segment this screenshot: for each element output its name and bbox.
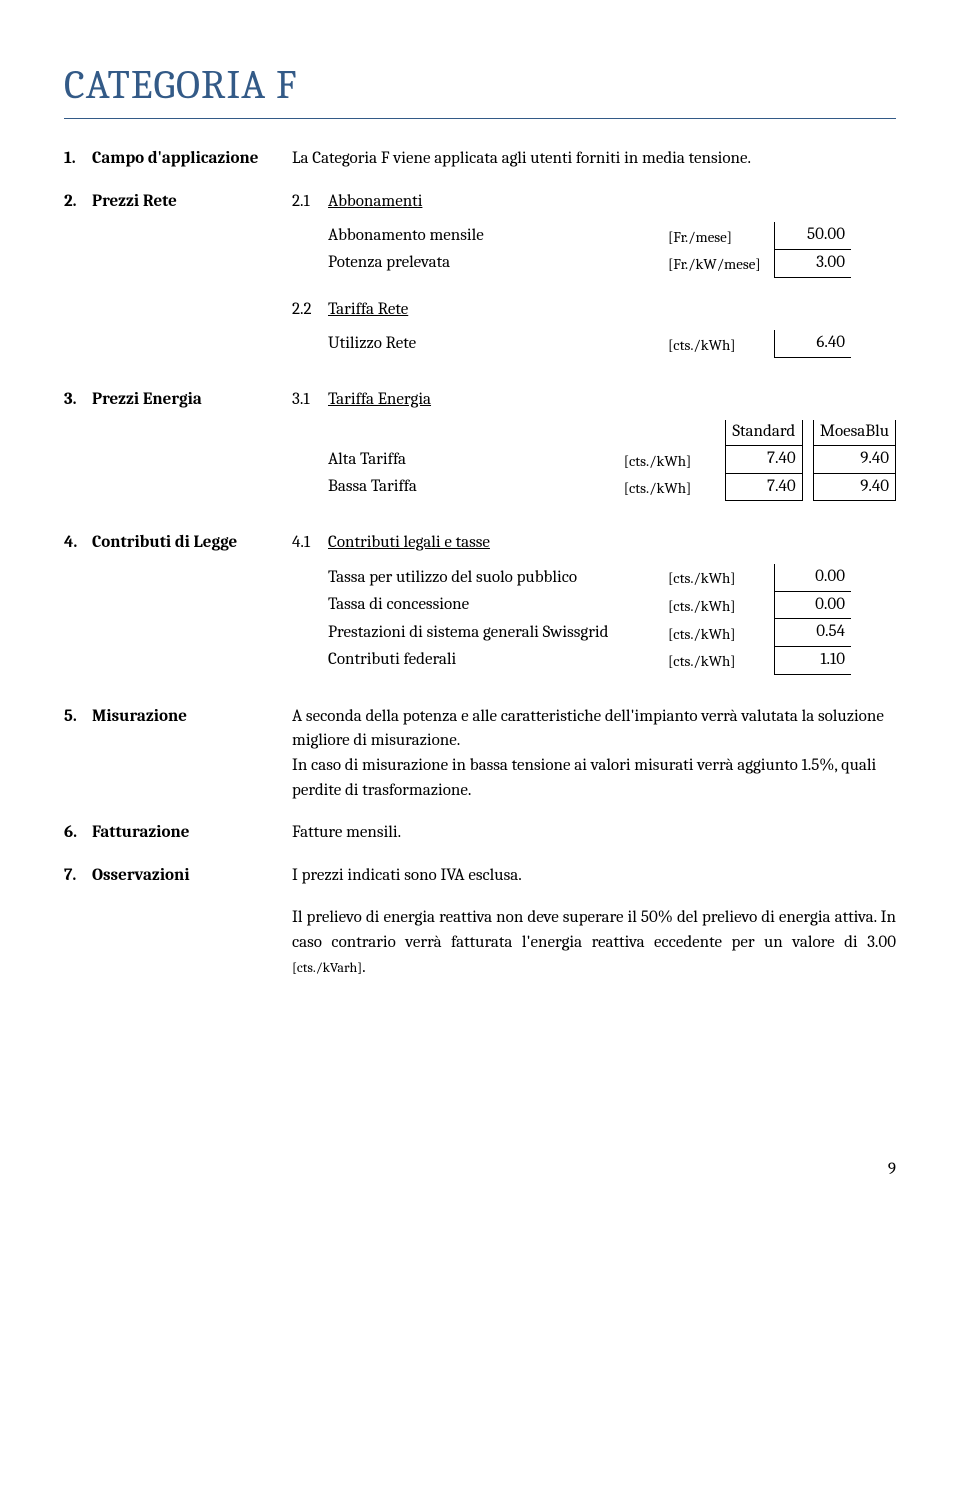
sec7-p2: Il prelievo di energia reattiva non deve… [292,906,896,980]
sec3-body: 3.1 Tariffa Energia Standard MoesaBlu Al… [292,388,896,522]
cell-unit: [Fr./kW/mese] [668,249,775,277]
table-header-row: Standard MoesaBlu [328,420,896,445]
cell-val2: 9.40 [813,446,895,474]
section-7: 7. Osservazioni I prezzi indicati sono I… [64,864,896,999]
cell-val: 6.40 [775,330,852,357]
table-row: Tassa per utilizzo del suolo pubblico [c… [328,564,851,591]
section-6: 6. Fatturazione Fatture mensili. [64,821,896,846]
section-3: 3. Prezzi Energia 3.1 Tariffa Energia St… [64,388,896,522]
cell-unit: [Fr./mese] [668,222,775,249]
cell-desc: Bassa Tariffa [328,473,624,501]
table-row: Tassa di concessione [cts./kWh] 0.00 [328,591,851,619]
hdr-moesablu: MoesaBlu [813,420,895,445]
table-row: Potenza prelevata [Fr./kW/mese] 3.00 [328,249,851,277]
sec5-p1: A seconda della potenza e alle caratteri… [292,705,896,754]
section-4: 4. Contributi di Legge 4.1 Contributi le… [64,531,896,694]
table-row: Utilizzo Rete [cts./kWh] 6.40 [328,330,851,357]
section-2: 2. Prezzi Rete 2.1 Abbonamenti Abbonamen… [64,190,896,378]
sec3-num: 3. [64,388,92,413]
cell-unit: [cts./kWh] [668,619,775,647]
cell-unit: [cts./kWh] [668,646,775,674]
sub41-label: Contributi legali e tasse [328,531,896,556]
cell-desc: Abbonamento mensile [328,222,668,249]
sec4-label: Contributi di Legge [92,531,292,556]
sec6-body: Fatture mensili. [292,821,896,846]
cell-val: 3.00 [775,249,852,277]
sub31-num: 3.1 [292,388,328,413]
cell-unit: [cts./kWh] [624,473,726,501]
cell-val: 7.40 [725,473,802,501]
sec7-p2b: . [362,958,366,977]
sec6-label: Fatturazione [92,821,292,846]
cell-desc: Tassa per utilizzo del suolo pubblico [328,564,668,591]
sub-2-2: 2.2 Tariffa Rete [292,298,896,323]
table-contributi: Tassa per utilizzo del suolo pubblico [c… [328,564,851,675]
cell-val: 0.00 [775,591,852,619]
sec1-num: 1. [64,147,92,172]
sec2-num: 2. [64,190,92,215]
cell-unit: [cts./kWh] [668,330,775,357]
page-title: CATEGORIA F [64,56,896,119]
sec3-label: Prezzi Energia [92,388,292,413]
sec2-label: Prezzi Rete [92,190,292,215]
hdr-standard: Standard [725,420,802,445]
cell-val: 0.00 [775,564,852,591]
sec7-p2-unit: [cts./kVarh] [292,959,362,976]
cell-val: 0.54 [775,619,852,647]
table-abbonamenti: Abbonamento mensile [Fr./mese] 50.00 Pot… [328,222,851,277]
sec5-body: A seconda della potenza e alle caratteri… [292,705,896,804]
sec6-num: 6. [64,821,92,846]
section-5: 5. Misurazione A seconda della potenza e… [64,705,896,804]
table-row: Contributi federali [cts./kWh] 1.10 [328,646,851,674]
cell-val: 1.10 [775,646,852,674]
sec1-body: La Categoria F viene applicata agli uten… [292,147,896,172]
sub-4-1: 4.1 Contributi legali e tasse [292,531,896,556]
sub31-label: Tariffa Energia [328,388,896,413]
table-row: Bassa Tariffa [cts./kWh] 7.40 9.40 [328,473,896,501]
sec5-p2: In caso di misurazione in bassa tensione… [292,754,896,803]
sec4-num: 4. [64,531,92,556]
sec2-body: 2.1 Abbonamenti Abbonamento mensile [Fr.… [292,190,896,378]
sec7-label: Osservazioni [92,864,292,889]
cell-desc: Prestazioni di sistema generali Swissgri… [328,619,668,647]
cell-desc: Utilizzo Rete [328,330,668,357]
sub22-label: Tariffa Rete [328,298,896,323]
sub-3-1: 3.1 Tariffa Energia [292,388,896,413]
cell-val2: 9.40 [813,473,895,501]
sec1-label: Campo d'applicazione [92,147,292,172]
cell-val: 7.40 [725,446,802,474]
sec5-label: Misurazione [92,705,292,730]
sub22-num: 2.2 [292,298,328,323]
sec5-num: 5. [64,705,92,730]
cell-unit: [cts./kWh] [668,591,775,619]
section-1: 1. Campo d'applicazione La Categoria F v… [64,147,896,172]
table-tariffa-energia: Standard MoesaBlu Alta Tariffa [cts./kWh… [328,420,896,501]
cell-desc: Alta Tariffa [328,446,624,474]
sub-2-1: 2.1 Abbonamenti [292,190,896,215]
table-row: Alta Tariffa [cts./kWh] 7.40 9.40 [328,446,896,474]
sec7-num: 7. [64,864,92,889]
sub21-label: Abbonamenti [328,190,896,215]
table-row: Abbonamento mensile [Fr./mese] 50.00 [328,222,851,249]
sec7-p1: I prezzi indicati sono IVA esclusa. [292,864,896,889]
sub21-num: 2.1 [292,190,328,215]
sec4-body: 4.1 Contributi legali e tasse Tassa per … [292,531,896,694]
cell-unit: [cts./kWh] [624,446,726,474]
cell-desc: Contributi federali [328,646,668,674]
table-row: Prestazioni di sistema generali Swissgri… [328,619,851,647]
page-number: 9 [64,1158,896,1183]
sec7-p2a: Il prelievo di energia reattiva non deve… [292,908,896,952]
sec7-body: I prezzi indicati sono IVA esclusa. Il p… [292,864,896,999]
cell-unit: [cts./kWh] [668,564,775,591]
cell-desc: Tassa di concessione [328,591,668,619]
cell-val: 50.00 [775,222,852,249]
cell-desc: Potenza prelevata [328,249,668,277]
table-tariffa-rete: Utilizzo Rete [cts./kWh] 6.40 [328,330,851,358]
sub41-num: 4.1 [292,531,328,556]
